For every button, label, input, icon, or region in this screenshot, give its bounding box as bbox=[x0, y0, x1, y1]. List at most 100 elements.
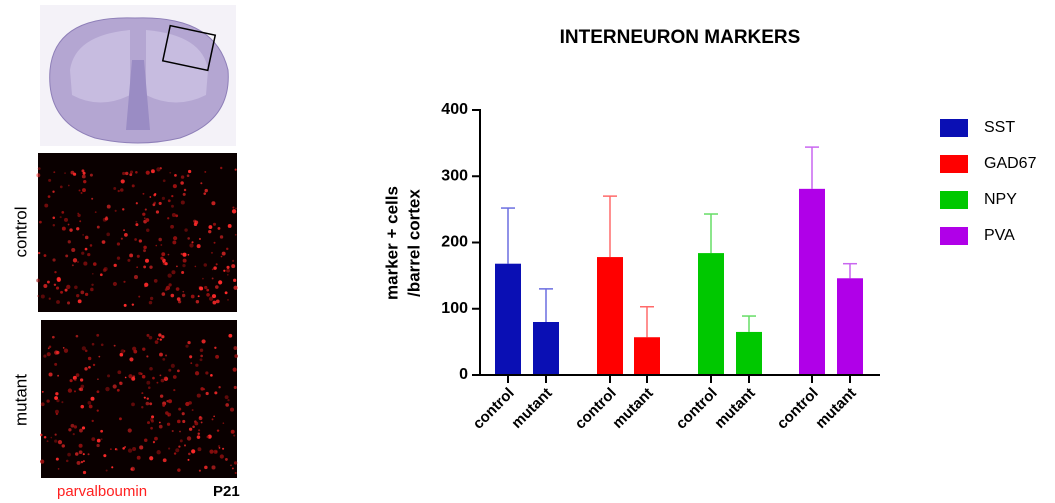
cell-dot bbox=[52, 336, 55, 339]
cell-dot bbox=[230, 408, 234, 412]
cell-dot bbox=[188, 453, 191, 456]
cell-dot bbox=[232, 206, 234, 208]
cell-dot bbox=[174, 452, 176, 454]
cell-dot bbox=[187, 341, 190, 344]
cell-dot bbox=[211, 465, 215, 469]
cell-dot bbox=[223, 270, 225, 272]
cell-dot bbox=[177, 468, 180, 471]
cell-dot bbox=[117, 370, 121, 374]
cell-dot bbox=[37, 295, 39, 297]
cell-dot bbox=[146, 402, 150, 406]
cell-dot bbox=[119, 382, 122, 385]
cell-dot bbox=[70, 379, 73, 382]
cell-dot bbox=[234, 461, 237, 464]
cell-dot bbox=[187, 436, 191, 440]
cell-dot bbox=[149, 367, 153, 371]
cell-dot bbox=[65, 254, 68, 257]
age-label: P21 bbox=[213, 483, 240, 500]
cell-dot bbox=[172, 240, 176, 244]
y-tick-label: 100 bbox=[441, 300, 468, 317]
cell-dot bbox=[200, 182, 202, 184]
cell-dot bbox=[127, 259, 130, 262]
cell-dot bbox=[124, 233, 128, 237]
cell-dot bbox=[56, 458, 59, 461]
cell-dot bbox=[191, 295, 195, 299]
cell-dot bbox=[191, 449, 195, 453]
cell-dot bbox=[120, 188, 124, 192]
cell-dot bbox=[156, 450, 160, 454]
cell-dot bbox=[204, 286, 207, 289]
cell-dot bbox=[171, 364, 175, 368]
cell-dot bbox=[49, 345, 52, 348]
cell-dot bbox=[155, 245, 157, 247]
cell-dot bbox=[66, 285, 70, 289]
cell-dot bbox=[56, 413, 58, 415]
cell-dot bbox=[213, 223, 216, 226]
chart-title: INTERNEURON MARKERS bbox=[560, 27, 801, 48]
cell-dot bbox=[212, 278, 214, 280]
bar bbox=[698, 253, 724, 375]
cell-dot bbox=[82, 234, 84, 236]
cell-dot bbox=[159, 353, 163, 357]
cell-dot bbox=[233, 346, 237, 350]
cell-dot bbox=[144, 283, 148, 287]
cell-dot bbox=[124, 304, 127, 307]
cell-dot bbox=[129, 254, 133, 258]
cell-dot bbox=[50, 437, 52, 439]
cell-dot bbox=[83, 262, 87, 266]
cell-dot bbox=[82, 188, 86, 192]
cell-dot bbox=[187, 174, 190, 177]
cell-dot bbox=[58, 468, 60, 470]
cell-dot bbox=[130, 429, 132, 431]
cell-dot bbox=[81, 252, 84, 255]
cell-dot bbox=[141, 392, 143, 394]
cell-dot bbox=[74, 390, 76, 392]
cell-dot bbox=[146, 229, 149, 232]
cell-dot bbox=[165, 411, 169, 415]
cell-dot bbox=[40, 434, 43, 437]
cell-dot bbox=[182, 420, 185, 423]
cell-dot bbox=[87, 253, 90, 256]
cell-dot bbox=[211, 201, 215, 205]
cell-dot bbox=[47, 281, 50, 284]
cell-dot bbox=[181, 253, 183, 255]
cell-dot bbox=[122, 208, 124, 210]
cell-dot bbox=[44, 204, 48, 208]
cell-dot bbox=[202, 278, 204, 280]
cell-dot bbox=[183, 193, 186, 196]
cell-dot bbox=[107, 205, 111, 209]
y-axis-label: marker + cells bbox=[382, 186, 401, 300]
cell-dot bbox=[225, 291, 228, 294]
cell-dot bbox=[216, 300, 220, 304]
cell-dot bbox=[91, 437, 95, 441]
cell-dot bbox=[213, 266, 216, 269]
cell-dot bbox=[55, 434, 57, 436]
cell-dot bbox=[97, 409, 99, 411]
cell-dot bbox=[163, 261, 165, 263]
cell-dot bbox=[167, 217, 169, 219]
cell-dot bbox=[196, 300, 199, 303]
cell-dot bbox=[160, 244, 162, 246]
cell-dot bbox=[74, 379, 77, 382]
cell-dot bbox=[82, 426, 85, 429]
cell-dot bbox=[60, 216, 62, 218]
cell-dot bbox=[79, 189, 81, 191]
cell-dot bbox=[192, 409, 194, 411]
cell-dot bbox=[198, 295, 200, 297]
cell-dot bbox=[178, 408, 181, 411]
cell-dot bbox=[197, 394, 201, 398]
cell-dot bbox=[157, 338, 159, 340]
y-axis-label: /barrel cortex bbox=[404, 189, 423, 297]
cell-dot bbox=[84, 367, 87, 370]
cell-dot bbox=[88, 366, 91, 369]
cell-dot bbox=[206, 392, 209, 395]
cell-dot bbox=[83, 180, 86, 183]
cell-dot bbox=[64, 349, 68, 353]
cell-dot bbox=[104, 267, 108, 271]
cell-dot bbox=[170, 225, 174, 229]
cell-dot bbox=[218, 445, 220, 447]
cell-dot bbox=[80, 378, 83, 381]
cell-dot bbox=[141, 406, 143, 408]
cell-dot bbox=[189, 428, 192, 431]
cell-dot bbox=[91, 284, 93, 286]
